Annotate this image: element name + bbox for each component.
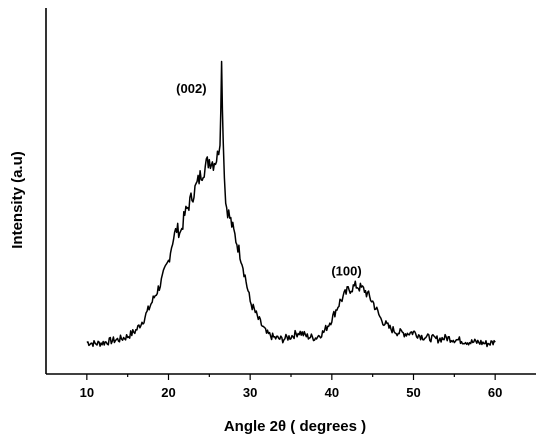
axes xyxy=(45,8,536,375)
x-tick-label: 30 xyxy=(243,385,257,400)
plot-area xyxy=(86,60,496,348)
x-ticks: 10 20 30 40 50 60 xyxy=(80,374,502,400)
peak-annotation: (002) xyxy=(176,81,206,96)
x-tick-label: 40 xyxy=(325,385,339,400)
series-line xyxy=(86,60,496,348)
y-axis-label: Intensity (a.u) xyxy=(9,151,26,249)
x-tick-label: 10 xyxy=(80,385,94,400)
x-tick-label: 20 xyxy=(161,385,175,400)
annotations: (002) (100) xyxy=(176,81,362,279)
x-tick-label: 60 xyxy=(488,385,502,400)
x-tick-label: 50 xyxy=(406,385,420,400)
x-axis-label: Angle 2θ ( degrees ) xyxy=(224,418,366,435)
peak-annotation: (100) xyxy=(331,264,361,279)
